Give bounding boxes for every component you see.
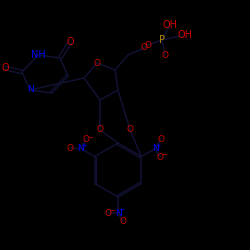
Text: OH: OH <box>162 20 178 30</box>
Text: O: O <box>120 218 126 226</box>
Text: N: N <box>152 144 158 153</box>
Text: −: − <box>161 152 167 158</box>
Text: O: O <box>67 144 74 153</box>
Text: O: O <box>157 153 164 162</box>
Text: P: P <box>159 35 165 45</box>
Text: −: − <box>109 208 115 214</box>
Text: N: N <box>26 86 34 94</box>
Text: O: O <box>126 126 134 134</box>
Text: N: N <box>78 144 84 153</box>
Text: O: O <box>144 40 152 50</box>
Text: O: O <box>1 63 9 73</box>
Text: O: O <box>66 37 74 47</box>
Text: +: + <box>118 207 124 213</box>
Text: O: O <box>96 126 103 134</box>
Text: O: O <box>94 58 100 68</box>
Text: O: O <box>82 135 89 144</box>
Text: NH: NH <box>30 50 46 60</box>
Text: +: + <box>81 142 87 148</box>
Text: +: + <box>155 142 161 148</box>
Text: O: O <box>157 135 164 144</box>
Text: O: O <box>140 44 147 52</box>
Text: OH: OH <box>178 30 192 40</box>
Text: O: O <box>104 208 112 218</box>
Text: N: N <box>114 208 121 218</box>
Text: −: − <box>87 135 93 141</box>
Text: O: O <box>162 50 168 59</box>
